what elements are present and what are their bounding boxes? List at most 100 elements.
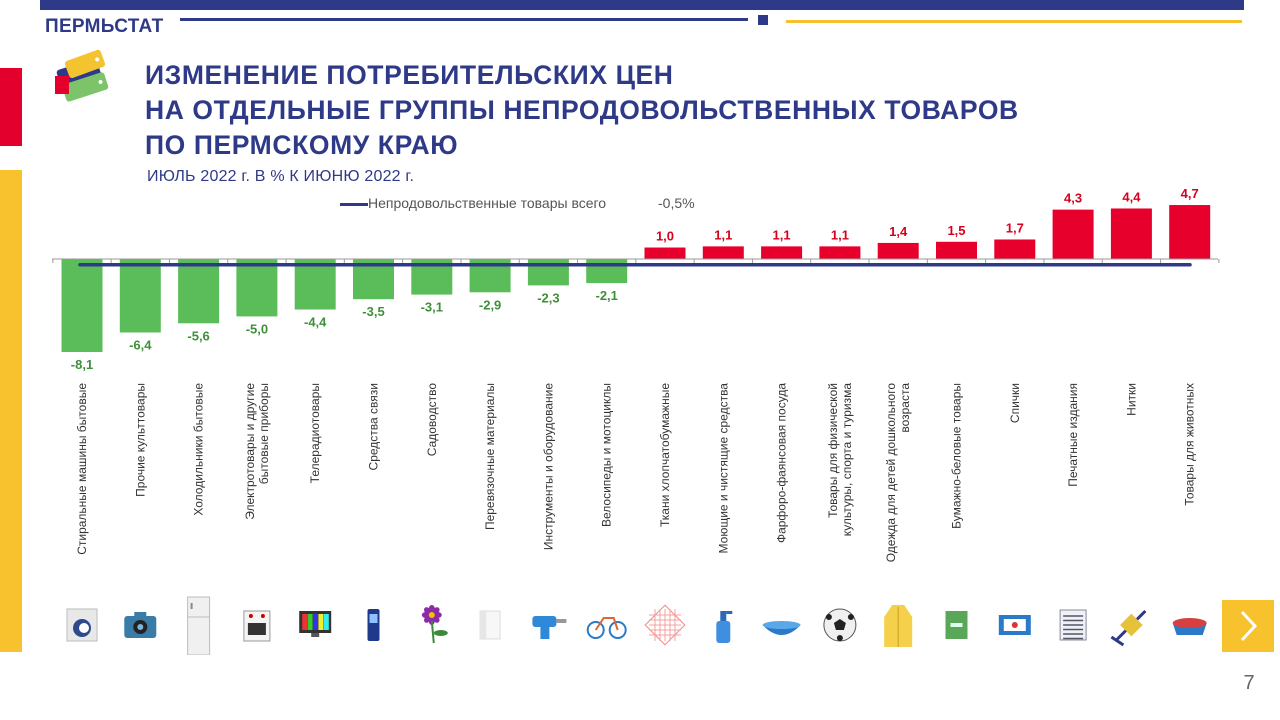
pet-bowl-icon	[1172, 618, 1207, 635]
newspaper-icon	[1059, 609, 1087, 641]
thread-spool-icon	[1110, 609, 1147, 647]
data-label: 1,1	[714, 227, 732, 242]
category-label: Телерадиотовары	[308, 383, 322, 483]
bandage-icon	[479, 610, 501, 640]
data-label: -5,6	[187, 328, 209, 343]
accent-bar-yellow	[0, 170, 22, 652]
data-label: -4,4	[304, 315, 327, 330]
category-label: Нитки	[1124, 383, 1138, 416]
bar	[294, 259, 336, 310]
spray-bottle-icon	[716, 611, 733, 643]
next-slide-button[interactable]	[1222, 600, 1274, 652]
drill-icon	[532, 616, 567, 639]
data-label: 1,4	[889, 224, 908, 239]
category-label: возраста	[898, 383, 912, 433]
bar	[994, 239, 1036, 259]
org-name: ПЕРМЬСТАТ	[45, 16, 164, 37]
data-label: 1,1	[831, 227, 849, 242]
data-label: -5,0	[246, 321, 268, 336]
category-label: культуры, спорта и туризма	[840, 383, 854, 537]
data-label: 1,5	[947, 223, 965, 238]
category-label: Холодильники бытовые	[192, 383, 206, 516]
data-label: -2,1	[595, 288, 617, 303]
bicycle-icon	[586, 617, 627, 639]
category-label: Инструменты и оборудование	[541, 383, 555, 550]
bar	[1052, 209, 1094, 259]
category-label: Ткани хлопчатобумажные	[658, 383, 672, 527]
data-label: 1,1	[773, 227, 791, 242]
bar	[178, 259, 220, 324]
data-label: -2,3	[537, 290, 559, 305]
category-label: бытовые приборы	[257, 383, 271, 484]
category-label: Средства связи	[367, 383, 381, 470]
category-icons-row	[66, 596, 1207, 655]
mobile-phone-icon	[367, 609, 380, 641]
bar	[819, 246, 861, 259]
category-label: Прочие культтовары	[133, 383, 147, 497]
data-label: -3,1	[421, 300, 443, 315]
category-label: Товары для животных	[1183, 383, 1197, 506]
title-line-2: НА ОТДЕЛЬНЫЕ ГРУППЫ НЕПРОДОВОЛЬСТВЕННЫХ …	[145, 95, 1019, 125]
kids-coat-icon	[884, 605, 913, 647]
category-label: Электротовары и другие	[243, 383, 257, 520]
accent-bar-red	[0, 68, 22, 146]
category-label: Одежда для детей дошкольного	[884, 383, 898, 563]
refrigerator-icon	[187, 596, 211, 655]
bar	[702, 246, 744, 259]
matchbox-icon	[998, 615, 1031, 635]
bar	[236, 259, 278, 317]
category-label: Перевязочные материалы	[483, 383, 497, 530]
legend-line-swatch	[340, 203, 368, 206]
header-square	[758, 15, 768, 25]
bar	[61, 259, 103, 352]
bar	[119, 259, 161, 333]
bar	[586, 259, 628, 284]
category-label: Товары для физической	[826, 383, 840, 518]
data-label: -8,1	[71, 357, 93, 372]
data-label: -6,4	[129, 337, 152, 352]
category-label: Фарфоро-фаянсовая посуда	[775, 383, 789, 543]
data-label: 1,7	[1006, 220, 1024, 235]
data-label: 4,7	[1181, 186, 1199, 201]
title-line-1: ИЗМЕНЕНИЕ ПОТРЕБИТЕЛЬСКИХ ЦЕН	[145, 60, 674, 90]
bar	[936, 241, 977, 259]
legend-label: Непродовольственные товары всего	[368, 195, 607, 211]
bar	[644, 247, 686, 259]
header-line-yellow	[786, 20, 1242, 23]
category-label: Садоводство	[425, 383, 439, 457]
stove-icon	[243, 610, 271, 642]
chevron-right-icon	[1240, 610, 1258, 642]
washing-machine-icon	[66, 608, 98, 642]
bar	[1169, 205, 1211, 259]
header-line-blue	[180, 18, 748, 21]
fabric-icon	[644, 604, 686, 646]
category-label: Стиральные машины бытовые	[75, 383, 89, 555]
category-label: Бумажно-беловые товары	[950, 383, 964, 529]
category-label: Печатные издания	[1066, 383, 1080, 487]
camera-icon	[124, 612, 157, 638]
price-tags-logo-icon	[55, 49, 109, 102]
category-label: Моющие и чистящие средства	[716, 383, 730, 554]
legend-value: -0,5%	[658, 195, 695, 211]
bowl-icon	[762, 621, 801, 635]
data-label: 4,4	[1122, 189, 1141, 204]
flower-icon	[421, 605, 448, 644]
notebook-icon	[945, 611, 968, 639]
bar	[761, 246, 803, 259]
top-bar	[40, 0, 1244, 10]
soccer-ball-icon	[823, 608, 857, 642]
data-label: 4,3	[1064, 191, 1082, 206]
data-label: -3,5	[362, 304, 384, 319]
bar	[527, 259, 569, 286]
bar-chart: -8,1 -6,4 -5,6 -5,0 -4,4 -3,5 -3,1 -2,9 -2,3 -2,1…	[52, 186, 1220, 563]
data-label: 1,0	[656, 229, 674, 244]
chart-subtitle: ИЮЛЬ 2022 г. В % К ИЮНЮ 2022 г.	[147, 168, 415, 185]
data-label: -2,9	[479, 297, 501, 312]
category-label: Спички	[1008, 383, 1022, 423]
bar	[1110, 208, 1152, 259]
tv-icon	[299, 611, 332, 637]
bar	[877, 242, 919, 259]
page-number: 7	[1243, 672, 1255, 694]
title-line-3: ПО ПЕРМСКОМУ КРАЮ	[145, 130, 459, 160]
category-label: Велосипеды и мотоциклы	[600, 383, 614, 527]
